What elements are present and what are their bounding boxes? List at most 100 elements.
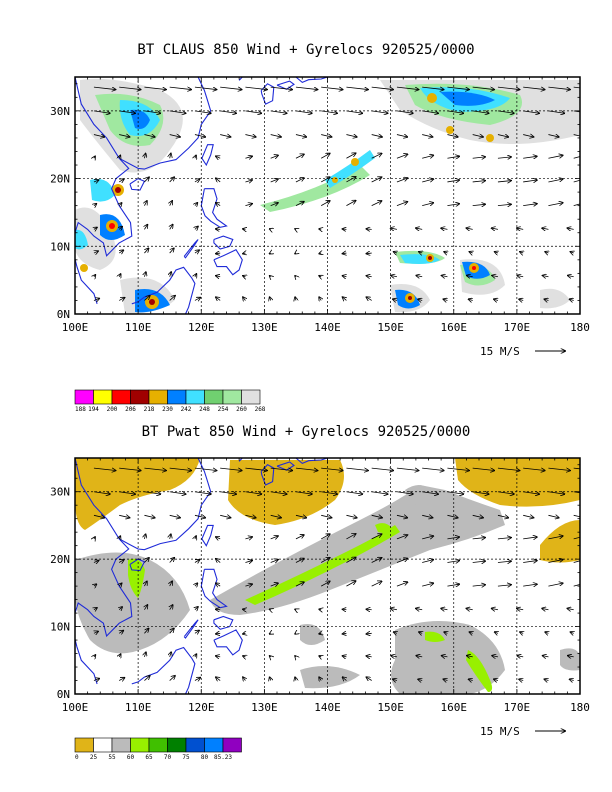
wind-vector [295, 87, 318, 89]
panel1-title: BT CLAUS 850 Wind + Gyrelocs 920525/0000 [137, 42, 475, 58]
wind-vector [270, 536, 278, 539]
wind-vector [245, 180, 252, 182]
colorbar-label: 268 [255, 406, 266, 413]
wind-vector [119, 515, 129, 517]
wind-vector [396, 492, 413, 494]
wind-vector [169, 676, 175, 681]
colorbar-swatch [204, 389, 224, 405]
wind-vector [396, 111, 413, 113]
colorbar-swatch [74, 389, 94, 405]
wind-vector [396, 515, 407, 517]
wind-vector [270, 492, 287, 494]
wind-vector [570, 679, 574, 680]
wind-vector [295, 559, 304, 563]
wind-vector [119, 227, 122, 230]
wind-vector [472, 492, 489, 494]
wind-vector [119, 607, 122, 610]
wind-vector [270, 253, 271, 254]
wind-vector [497, 157, 511, 158]
wind-vector [170, 534, 171, 540]
colorbar-swatch [148, 389, 168, 405]
wind-vector [94, 275, 96, 277]
colorbar-swatch [241, 389, 261, 405]
wind-vector [523, 111, 539, 113]
lon-tick-label: 130E [251, 701, 278, 714]
wind-vector [469, 632, 472, 633]
wind-vector [548, 179, 562, 183]
wind-vector [447, 156, 459, 158]
wind-vector [170, 153, 171, 159]
wind-vector [144, 676, 149, 681]
wind-vector [371, 492, 388, 494]
wind-vector [545, 252, 548, 253]
wind-vector [447, 537, 459, 539]
wind-vector [270, 203, 278, 206]
wind-vector [371, 177, 382, 183]
wind-vector [472, 561, 485, 562]
wind-vector [216, 633, 221, 634]
wind-vector [573, 179, 580, 183]
wind-vector [416, 275, 423, 276]
wind-vector [442, 656, 448, 657]
wind-vector [447, 87, 469, 89]
wind-vector [270, 560, 278, 563]
wind-vector [93, 135, 104, 137]
wind-vector [320, 558, 330, 563]
wind-vector [245, 515, 255, 517]
wind-vector [243, 656, 246, 657]
wind-vector [391, 608, 398, 609]
wind-vector [93, 180, 99, 182]
wind-vector [220, 135, 230, 137]
wind-vector [195, 536, 196, 539]
wind-vector [346, 111, 362, 113]
wind-vector [472, 204, 485, 205]
wind-vector [520, 632, 523, 633]
wind-vector [169, 296, 175, 301]
wind-vector [346, 153, 355, 159]
wind-vector [245, 111, 261, 113]
wind-vector [118, 560, 124, 563]
wind-vector [497, 204, 511, 205]
wind-vector [366, 253, 372, 254]
wind-vector [419, 252, 422, 253]
wind-vector [494, 679, 498, 680]
wind-vector [523, 180, 537, 182]
wind-vector [472, 585, 485, 586]
wind-vector [548, 111, 564, 113]
wind-vector [396, 135, 407, 137]
wind-vector [320, 534, 330, 540]
wind-vector [118, 179, 124, 182]
wind-vector [295, 633, 296, 634]
colorbar-label: 25 [90, 754, 98, 761]
wind-vector [497, 538, 511, 539]
wind-vector [320, 177, 330, 183]
wind-vector [194, 678, 200, 681]
wind-vector [144, 87, 166, 89]
wind-vector [573, 536, 580, 540]
wind-vector [144, 225, 147, 230]
colorbar-swatch [111, 389, 131, 405]
wind-vector [416, 608, 423, 609]
wind-vector [519, 679, 523, 680]
wind-vector [517, 275, 524, 276]
wind-vector [447, 468, 469, 470]
wind-vector [346, 135, 356, 137]
wind-vector [573, 135, 580, 137]
coastline [201, 524, 214, 547]
colorbar-label: 60 [127, 754, 135, 761]
wind-vector [573, 560, 580, 563]
wind-vector [94, 655, 96, 657]
lat-tick-label: 0N [57, 688, 70, 701]
coastline [129, 177, 146, 191]
lon-tick-label: 120E [188, 321, 215, 334]
wind-vector [94, 608, 97, 610]
colorbar-label: 80 [201, 754, 209, 761]
colorbar-label: 70 [164, 754, 172, 761]
wind-vector [169, 135, 180, 137]
wind-vector [497, 135, 508, 137]
coastline [200, 188, 228, 228]
wind-vector [371, 153, 382, 159]
wind-vector [220, 515, 230, 517]
colorbar-swatch [93, 737, 113, 753]
wind-vector [119, 155, 120, 158]
